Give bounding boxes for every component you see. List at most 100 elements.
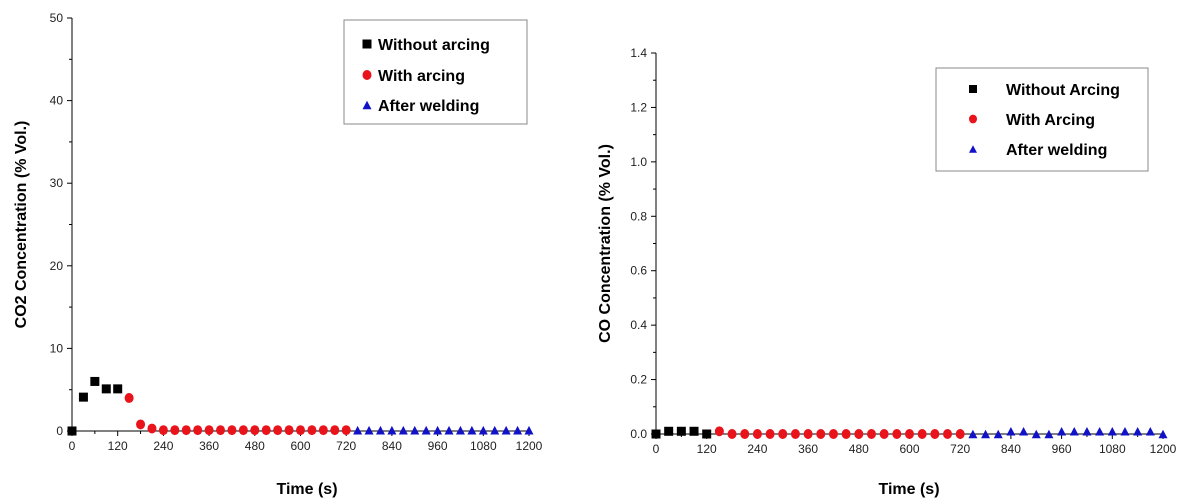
data-point <box>170 425 180 436</box>
y-tick-label: 0.6 <box>630 264 647 278</box>
y-tick-label: 1.4 <box>630 46 647 60</box>
series-triangle-points <box>353 425 534 435</box>
data-point <box>1095 427 1105 436</box>
series-circle-points <box>714 426 965 439</box>
data-point <box>740 429 750 439</box>
x-tick-label: 960 <box>428 439 448 453</box>
x-tick-label: 0 <box>653 442 660 456</box>
data-point <box>296 425 305 436</box>
data-point <box>67 426 77 436</box>
x-tick-label: 840 <box>382 439 402 453</box>
data-point <box>478 425 488 435</box>
y-tick-label: 0.4 <box>630 318 647 332</box>
x-tick-label: 480 <box>849 442 869 456</box>
legend: Without arcing With arcing After welding <box>343 19 528 125</box>
legend-marker <box>969 145 977 153</box>
data-point <box>490 425 500 435</box>
x-tick-label: 600 <box>899 442 919 456</box>
data-point <box>879 429 889 439</box>
y-tick-label: 0.0 <box>630 427 647 441</box>
legend-box <box>343 19 528 125</box>
data-point <box>1145 427 1155 436</box>
data-point <box>866 429 876 439</box>
data-point <box>841 429 851 439</box>
data-point <box>1057 427 1067 436</box>
x-tick-label: 960 <box>1052 442 1072 456</box>
legend-label: After welding <box>1006 142 1107 159</box>
data-point <box>1107 427 1117 436</box>
data-point <box>1082 427 1092 436</box>
series-square-points <box>651 426 712 439</box>
data-point <box>101 384 111 394</box>
data-point <box>284 425 294 436</box>
y-tick-label: 1.2 <box>630 100 647 114</box>
data-point <box>136 419 146 430</box>
x-tick-label: 360 <box>798 442 818 456</box>
data-point <box>1044 429 1054 439</box>
data-point <box>410 425 420 435</box>
series-circle-points <box>124 393 351 436</box>
x-tick-label: 480 <box>245 439 265 453</box>
data-point <box>816 429 826 439</box>
data-point <box>790 429 800 439</box>
data-point <box>238 425 248 436</box>
data-point <box>917 429 927 439</box>
data-point <box>892 429 902 439</box>
legend-marker <box>362 39 372 49</box>
y-axis-title: CO Concentration (% Vol.) <box>597 144 614 343</box>
data-point <box>993 429 1003 439</box>
x-tick-label: 120 <box>108 439 128 453</box>
data-point <box>261 425 271 436</box>
data-point <box>307 425 317 436</box>
x-tick-label: 120 <box>697 442 717 456</box>
data-point <box>943 429 953 439</box>
co2-chart: 0 120 240 360 480 600 720 840 960 1080 1200 0 10 20 30… <box>13 11 543 498</box>
data-point <box>387 425 397 435</box>
data-point <box>158 425 168 436</box>
data-point <box>828 429 838 439</box>
y-axis-title: CO2 Concentration (% Vol.) <box>13 121 30 329</box>
data-point <box>147 423 157 434</box>
data-point <box>676 426 686 436</box>
data-point <box>501 425 511 435</box>
data-point <box>1031 429 1041 439</box>
data-point <box>1069 427 1079 436</box>
data-point <box>467 425 477 435</box>
data-point <box>803 429 813 439</box>
data-point <box>1120 427 1130 436</box>
legend-marker <box>969 114 977 124</box>
y-tick-label: 20 <box>50 259 64 273</box>
series-triangle-points <box>968 427 1168 439</box>
x-tick-label: 1200 <box>516 439 543 453</box>
data-point <box>981 429 991 439</box>
legend-marker <box>969 85 977 93</box>
y-tick-label: 40 <box>50 94 64 108</box>
data-point <box>124 393 134 403</box>
data-point <box>905 429 914 439</box>
data-point <box>330 425 340 436</box>
y-tick-label: 0.8 <box>630 209 647 223</box>
x-tick-label: 840 <box>1001 442 1021 456</box>
data-point <box>181 425 191 436</box>
legend-marker <box>362 100 372 110</box>
data-point <box>421 425 431 435</box>
data-point <box>968 429 978 439</box>
data-point <box>689 426 699 436</box>
data-point <box>216 425 226 436</box>
y-tick-label: 0 <box>56 424 63 438</box>
x-axis-title: Time (s) <box>276 481 337 498</box>
data-point <box>398 425 408 435</box>
data-point <box>250 425 260 436</box>
x-tick-label: 360 <box>199 439 219 453</box>
data-point <box>90 376 100 386</box>
x-tick-label: 240 <box>153 439 173 453</box>
legend-label: Without Arcing <box>1006 82 1120 99</box>
data-point <box>341 425 351 436</box>
x-tick-label: 240 <box>747 442 767 456</box>
data-point <box>113 384 123 394</box>
legend-marker <box>362 70 372 80</box>
y-tick-label: 30 <box>50 176 64 190</box>
x-tick-label: 1200 <box>1150 442 1177 456</box>
data-point <box>364 425 374 435</box>
